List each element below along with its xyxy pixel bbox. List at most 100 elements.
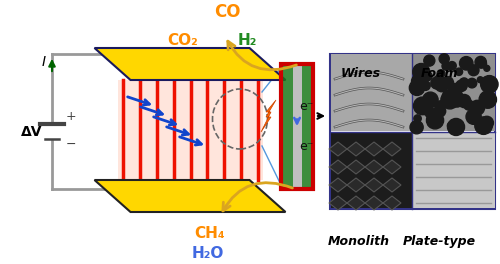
Circle shape — [439, 54, 450, 64]
Circle shape — [448, 62, 456, 70]
Polygon shape — [94, 180, 286, 212]
Circle shape — [437, 70, 445, 77]
Circle shape — [478, 60, 486, 68]
Text: e⁻: e⁻ — [299, 140, 314, 153]
Circle shape — [460, 78, 468, 86]
Circle shape — [456, 80, 467, 91]
Circle shape — [460, 78, 466, 85]
Text: Monolith: Monolith — [328, 235, 390, 248]
Circle shape — [460, 56, 473, 70]
Circle shape — [420, 101, 433, 115]
FancyArrowPatch shape — [223, 183, 292, 211]
Polygon shape — [329, 160, 347, 174]
Circle shape — [424, 55, 435, 66]
Text: Wires: Wires — [341, 67, 381, 81]
Circle shape — [466, 109, 481, 124]
Polygon shape — [383, 160, 401, 174]
Text: Foam: Foam — [420, 67, 458, 81]
Circle shape — [431, 77, 442, 89]
Polygon shape — [347, 196, 365, 210]
Circle shape — [475, 117, 492, 134]
Circle shape — [480, 76, 498, 93]
Polygon shape — [329, 142, 347, 156]
Circle shape — [468, 65, 479, 76]
Text: −: − — [66, 138, 76, 150]
Polygon shape — [347, 142, 365, 156]
Text: ΔV: ΔV — [21, 125, 43, 139]
Polygon shape — [383, 142, 401, 156]
Circle shape — [467, 78, 477, 88]
Circle shape — [426, 108, 436, 119]
Polygon shape — [383, 196, 401, 210]
Bar — [292, 66, 302, 187]
FancyArrowPatch shape — [228, 41, 296, 70]
Circle shape — [435, 109, 442, 116]
Circle shape — [423, 72, 432, 81]
Circle shape — [475, 56, 486, 68]
Circle shape — [435, 78, 448, 92]
Text: Plate-type: Plate-type — [402, 235, 475, 248]
Bar — [302, 66, 312, 187]
Circle shape — [468, 80, 474, 87]
Polygon shape — [329, 178, 347, 192]
Bar — [331, 132, 412, 208]
Circle shape — [410, 80, 424, 96]
Bar — [413, 132, 495, 208]
Polygon shape — [261, 100, 276, 132]
Circle shape — [448, 122, 454, 129]
Text: CH₄: CH₄ — [194, 226, 226, 241]
Circle shape — [484, 65, 490, 71]
Text: H₂O: H₂O — [192, 247, 224, 261]
Circle shape — [442, 90, 453, 101]
Text: CO₂: CO₂ — [167, 34, 198, 48]
Circle shape — [449, 83, 461, 95]
Circle shape — [434, 75, 445, 87]
Circle shape — [420, 81, 430, 90]
Polygon shape — [347, 160, 365, 174]
Bar — [331, 54, 412, 131]
Circle shape — [464, 100, 473, 110]
Polygon shape — [365, 178, 383, 192]
Circle shape — [413, 63, 430, 81]
Circle shape — [458, 95, 471, 108]
Text: I: I — [42, 55, 46, 69]
Circle shape — [426, 112, 444, 129]
Circle shape — [470, 100, 484, 115]
Text: e⁻: e⁻ — [299, 100, 314, 112]
Circle shape — [410, 121, 423, 134]
Circle shape — [436, 101, 445, 110]
Circle shape — [441, 91, 459, 109]
Circle shape — [457, 81, 466, 91]
Bar — [282, 66, 292, 187]
Text: CO: CO — [214, 3, 241, 21]
Polygon shape — [365, 196, 383, 210]
Circle shape — [434, 105, 446, 117]
Circle shape — [452, 96, 458, 102]
Circle shape — [480, 116, 494, 129]
Circle shape — [412, 75, 425, 88]
Circle shape — [455, 68, 462, 76]
Polygon shape — [365, 160, 383, 174]
Circle shape — [450, 92, 464, 107]
Circle shape — [414, 97, 431, 115]
Circle shape — [446, 87, 462, 104]
Bar — [413, 54, 495, 131]
Circle shape — [438, 101, 446, 109]
Circle shape — [422, 92, 438, 107]
Bar — [118, 80, 263, 180]
Polygon shape — [365, 142, 383, 156]
Polygon shape — [329, 196, 347, 210]
Bar — [330, 54, 495, 209]
Text: H₂: H₂ — [238, 34, 257, 48]
Bar — [281, 64, 313, 189]
Circle shape — [414, 115, 422, 122]
Polygon shape — [383, 178, 401, 192]
Circle shape — [479, 91, 496, 108]
Polygon shape — [94, 48, 286, 80]
Polygon shape — [347, 178, 365, 192]
Circle shape — [442, 62, 450, 70]
Circle shape — [478, 77, 484, 83]
Text: +: + — [66, 110, 76, 122]
Circle shape — [480, 60, 486, 67]
Circle shape — [442, 77, 454, 89]
